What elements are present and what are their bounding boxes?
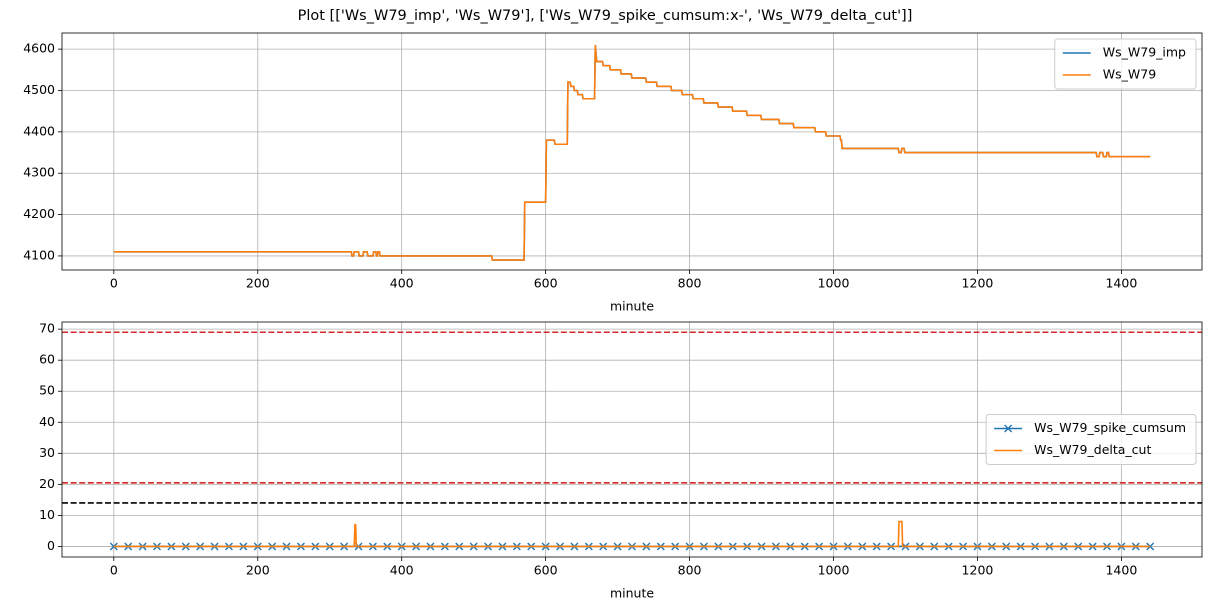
plot-area [62,331,1202,551]
legend-label: Ws_W79_imp [1103,45,1186,60]
axes: 0 200 400 600 800 1000 1200 1400 0 10 20 30 40 50 60 70… [39,321,1203,601]
y-tick-label: 4500 [23,82,55,97]
plot-area [113,44,1151,261]
x-tick-label: 600 [534,563,558,578]
y-tick-label: 30 [39,445,55,460]
legend-marker [1004,424,1013,433]
y-tick-label: 50 [39,383,55,398]
x-tick-label: 400 [390,563,414,578]
x-tick-label: 1200 [962,563,994,578]
y-tick-label: 10 [39,507,55,522]
series-line [113,520,1151,548]
legend-label: Ws_W79 [1103,67,1156,82]
axes-frame [61,32,1203,271]
axes-frame [61,321,1203,558]
x-tick-label: 1400 [1105,276,1137,291]
legend-frame [985,414,1197,465]
x-tick-label: 200 [246,276,270,291]
x-tick-label: 600 [534,276,558,291]
x-tick-label: 0 [110,563,118,578]
x-axis-label: minute [610,586,654,601]
marker [109,542,118,551]
x-tick-label: 800 [678,276,702,291]
y-tick-label: 60 [39,352,55,367]
x-axis-label: minute [610,299,654,314]
legend: Ws_W79_imp Ws_W79 [1054,38,1197,90]
x-tick-label: 1000 [818,563,850,578]
y-tick-label: 4400 [23,123,55,138]
x-tick-label: 400 [390,276,414,291]
series-line [113,44,1151,261]
legend-label: Ws_W79_delta_cut [1034,442,1151,457]
x-tick-label: 1200 [962,276,994,291]
legend: Ws_W79_spike_cumsum Ws_W79_delta_cut [985,414,1197,465]
y-tick-label: 20 [39,476,55,491]
x-tick-label: 0 [110,276,118,291]
x-tick-label: 200 [246,563,270,578]
figure-title: Plot [['Ws_W79_imp', 'Ws_W79'], ['Ws_W79… [298,8,913,24]
x-tick-label: 800 [678,563,702,578]
y-tick-label: 4600 [23,41,55,56]
y-tick-label: 4100 [23,247,55,262]
y-tick-label: 4300 [23,165,55,180]
legend-frame [1054,38,1197,90]
y-tick-label: 4200 [23,206,55,221]
x-tick-label: 1400 [1105,563,1137,578]
legend-label: Ws_W79_spike_cumsum [1034,420,1186,435]
y-tick-label: 40 [39,414,55,429]
axes: 0 200 400 600 800 1000 1200 1400 4100 4200 4300 440… [23,32,1203,314]
y-tick-label: 70 [39,321,55,336]
y-tick-label: 0 [47,538,55,553]
x-tick-label: 1000 [818,276,850,291]
